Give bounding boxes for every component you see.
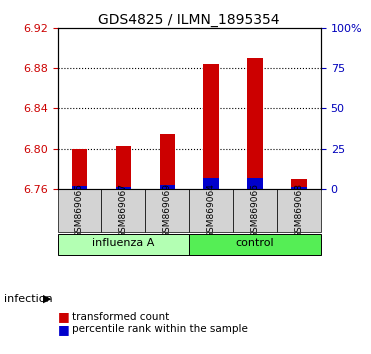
Text: GSM869068: GSM869068 (295, 183, 303, 238)
Bar (277, 189, 321, 232)
Text: ■: ■ (58, 310, 69, 323)
Text: ■: ■ (58, 323, 69, 336)
Bar (291, 179, 307, 189)
Text: GSM869066: GSM869066 (250, 183, 260, 238)
Bar (247, 178, 263, 189)
Bar (189, 234, 321, 255)
Bar (160, 185, 175, 189)
Bar (203, 64, 219, 189)
Bar (233, 189, 277, 232)
Bar (247, 58, 263, 189)
Text: influenza A: influenza A (92, 238, 155, 249)
Text: GSM869064: GSM869064 (207, 183, 216, 238)
Bar (145, 189, 189, 232)
Text: percentile rank within the sample: percentile rank within the sample (72, 324, 248, 334)
Text: transformed count: transformed count (72, 312, 170, 322)
Bar (72, 149, 87, 189)
Text: GSM869065: GSM869065 (75, 183, 84, 238)
Text: GSM869067: GSM869067 (119, 183, 128, 238)
Bar (101, 189, 145, 232)
Bar (189, 189, 233, 232)
Bar (291, 187, 307, 189)
Title: GDS4825 / ILMN_1895354: GDS4825 / ILMN_1895354 (98, 13, 280, 27)
Text: ▶: ▶ (43, 294, 51, 304)
Text: GSM869069: GSM869069 (163, 183, 172, 238)
Bar (58, 234, 189, 255)
Bar (116, 187, 131, 189)
Bar (72, 185, 87, 189)
Bar (160, 133, 175, 189)
Text: infection: infection (4, 294, 52, 304)
Bar (116, 145, 131, 189)
Bar (58, 189, 101, 232)
Text: control: control (236, 238, 275, 249)
Bar (203, 178, 219, 189)
